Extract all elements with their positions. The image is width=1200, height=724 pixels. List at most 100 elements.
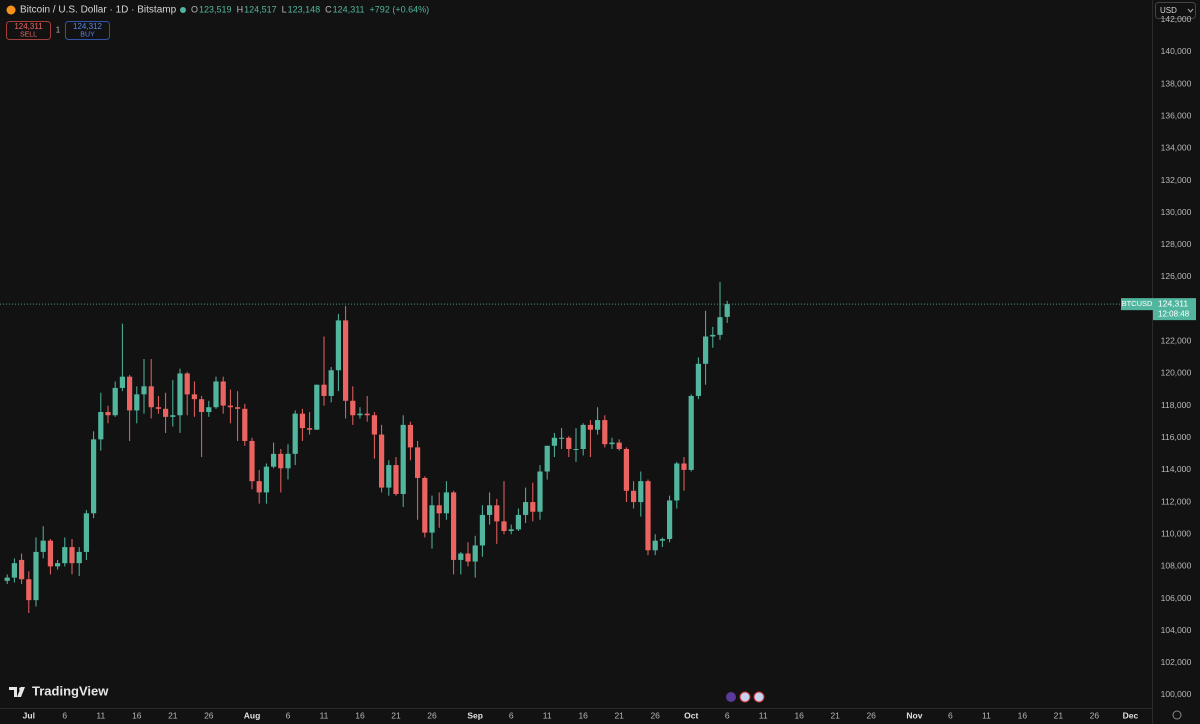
candle-body — [263, 466, 269, 493]
candle-body — [328, 370, 334, 396]
x-tick-label: 21 — [1054, 710, 1064, 720]
x-tick-label: 21 — [614, 710, 624, 720]
y-tick-label: 104,000 — [1161, 625, 1192, 635]
candle-body — [400, 424, 406, 495]
candle-body — [278, 453, 284, 469]
y-tick-label: 120,000 — [1161, 368, 1192, 378]
candle-body — [501, 521, 507, 531]
candle-body — [703, 336, 709, 364]
candle-body — [105, 412, 111, 416]
candle-body — [537, 471, 543, 512]
x-tick-label: 16 — [355, 710, 365, 720]
candle-body — [407, 424, 413, 448]
y-tick-label: 114,000 — [1161, 464, 1191, 474]
candle-body — [573, 449, 579, 451]
ohlc-key: L — [282, 4, 287, 14]
price-tag-box — [1153, 298, 1196, 321]
candle-body — [350, 400, 356, 416]
x-tick-label: 16 — [578, 710, 588, 720]
x-tick-label: 16 — [794, 710, 804, 720]
ohlc-key: C — [325, 4, 332, 14]
y-tick-label: 106,000 — [1161, 593, 1192, 603]
candle-body — [667, 500, 673, 540]
candle-body — [91, 439, 97, 514]
candle-body — [343, 320, 349, 401]
candle-body — [695, 363, 701, 396]
candle-body — [33, 551, 39, 601]
candle-body — [371, 415, 377, 435]
symbol-title: Bitcoin / U.S. Dollar · 1D · Bitstamp — [20, 5, 177, 16]
x-tick-label: 6 — [948, 710, 953, 720]
candle-body — [141, 386, 147, 395]
candle-body — [487, 505, 493, 515]
candle-body — [415, 447, 421, 478]
candle-body — [494, 505, 500, 522]
currency-button[interactable] — [1155, 2, 1196, 19]
candle-body — [40, 540, 46, 552]
y-tick-label: 140,000 — [1161, 46, 1192, 56]
x-tick-label: 11 — [982, 710, 991, 720]
candle-body — [83, 513, 89, 552]
event-icon[interactable] — [739, 691, 751, 703]
candle-body — [602, 420, 608, 445]
candle-body — [134, 394, 140, 411]
candle-body — [724, 304, 730, 317]
ohlc-key: O — [191, 4, 198, 14]
buy-label: BUY — [80, 31, 95, 38]
x-tick-label: Sep — [467, 710, 483, 720]
x-tick-label: Jul — [23, 710, 35, 720]
x-tick-label: 6 — [725, 710, 730, 720]
logo-icon — [19, 687, 23, 691]
ohlc-value: 124,311 — [333, 4, 365, 14]
candle-body — [62, 547, 68, 564]
candle-body — [595, 420, 601, 430]
candle-body — [163, 408, 169, 417]
candle-body — [26, 579, 32, 601]
candle-body — [170, 415, 176, 417]
sell-button[interactable] — [6, 21, 51, 40]
candle-body — [235, 407, 241, 409]
y-tick-label: 136,000 — [1161, 110, 1192, 120]
quantity: 1 — [56, 26, 61, 35]
x-tick-label: 26 — [866, 710, 876, 720]
candle-body — [523, 502, 529, 515]
candle-body — [645, 481, 651, 551]
market-status — [180, 7, 186, 13]
x-tick-label: 6 — [62, 710, 67, 720]
x-tick-label: 6 — [286, 710, 291, 720]
ohlc-key: H — [237, 4, 244, 14]
candle-body — [393, 465, 399, 495]
buy-button[interactable] — [65, 21, 110, 40]
candle-body — [256, 481, 262, 493]
settings-icon[interactable] — [1172, 710, 1182, 720]
x-tick-label: Dec — [1123, 710, 1139, 720]
candle-body — [422, 477, 428, 533]
x-tick-label: 11 — [759, 710, 768, 720]
candle-body — [227, 405, 233, 408]
y-tick-label: 122,000 — [1161, 336, 1192, 346]
candle-body — [184, 373, 190, 395]
candle-body — [465, 553, 471, 562]
y-tick-label: 130,000 — [1161, 207, 1192, 217]
candle-body — [213, 381, 219, 408]
candle-body — [55, 563, 61, 567]
candle-body — [616, 442, 622, 450]
candle-body — [659, 539, 665, 541]
y-tick-label: 128,000 — [1161, 239, 1192, 249]
candle-body — [631, 490, 637, 503]
event-icon[interactable] — [726, 692, 736, 702]
currency: USD — [1160, 6, 1177, 15]
x-tick-label: 6 — [509, 710, 514, 720]
candle-body — [19, 559, 25, 580]
candle-body — [674, 463, 680, 501]
x-tick-label: 26 — [427, 710, 437, 720]
y-tick-label: 108,000 — [1161, 561, 1192, 571]
x-tick-label: 16 — [1018, 710, 1028, 720]
candle-body — [271, 453, 277, 467]
candle-body — [155, 407, 161, 409]
candle-body — [127, 376, 133, 411]
candle-body — [710, 334, 716, 337]
event-icon[interactable] — [753, 691, 765, 703]
candle-body — [357, 413, 363, 416]
